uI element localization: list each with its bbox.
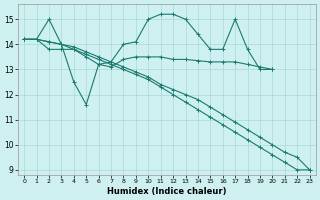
X-axis label: Humidex (Indice chaleur): Humidex (Indice chaleur) bbox=[107, 187, 227, 196]
